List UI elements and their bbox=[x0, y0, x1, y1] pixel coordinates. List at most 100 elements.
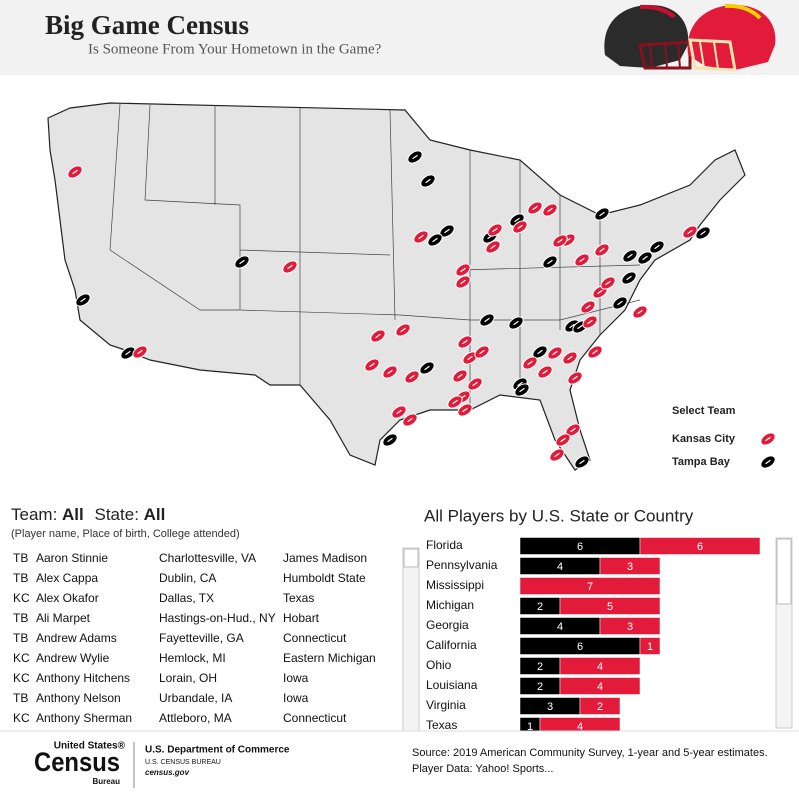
player-marker[interactable] bbox=[456, 401, 475, 418]
player-marker[interactable] bbox=[401, 411, 420, 428]
player-marker[interactable] bbox=[507, 314, 526, 331]
player-marker[interactable] bbox=[363, 356, 382, 373]
player-marker[interactable] bbox=[554, 431, 573, 448]
player-marker[interactable] bbox=[573, 453, 592, 470]
bar-segment[interactable] bbox=[559, 597, 661, 615]
player-marker[interactable] bbox=[593, 205, 612, 222]
player-marker[interactable] bbox=[446, 393, 465, 410]
bar-segment[interactable] bbox=[639, 637, 661, 655]
player-marker[interactable] bbox=[631, 303, 650, 320]
football-lace bbox=[654, 244, 660, 250]
college: Iowa bbox=[283, 671, 309, 685]
player-marker[interactable] bbox=[681, 223, 700, 240]
football-lace bbox=[460, 279, 466, 285]
player-marker[interactable] bbox=[412, 228, 431, 245]
football-lace bbox=[585, 304, 591, 310]
player-marker[interactable] bbox=[454, 261, 473, 278]
player-marker[interactable] bbox=[548, 446, 567, 463]
player-marker[interactable] bbox=[541, 201, 560, 218]
player-marker[interactable] bbox=[119, 344, 138, 361]
football-lace bbox=[577, 324, 583, 330]
team-code: KC bbox=[13, 591, 30, 605]
player-marker[interactable] bbox=[561, 349, 580, 366]
player-marker[interactable] bbox=[281, 258, 300, 275]
legend-marker[interactable] bbox=[759, 453, 778, 470]
player-marker[interactable] bbox=[473, 343, 492, 360]
player-marker[interactable] bbox=[620, 269, 639, 286]
team-value[interactable]: All bbox=[62, 505, 84, 524]
legend-label[interactable]: Tampa Bay bbox=[672, 456, 731, 468]
player-marker[interactable] bbox=[131, 343, 150, 360]
website[interactable]: census.gov bbox=[145, 768, 190, 777]
player-marker[interactable] bbox=[513, 381, 532, 398]
state-value[interactable]: All bbox=[144, 505, 166, 524]
player-marker[interactable] bbox=[484, 238, 503, 255]
table-scrollbar[interactable] bbox=[402, 547, 420, 734]
player-marker[interactable] bbox=[451, 367, 470, 384]
player-marker[interactable] bbox=[390, 403, 409, 420]
player-marker[interactable] bbox=[403, 368, 422, 385]
football-lace bbox=[462, 407, 468, 413]
player-marker[interactable] bbox=[381, 363, 400, 380]
player-marker[interactable] bbox=[521, 354, 540, 371]
player-marker[interactable] bbox=[426, 231, 445, 248]
player-marker[interactable] bbox=[381, 431, 400, 448]
bar-segment[interactable] bbox=[579, 697, 621, 715]
legend-marker[interactable] bbox=[759, 430, 778, 447]
bar-segment[interactable] bbox=[559, 677, 641, 695]
football-lace bbox=[554, 452, 560, 458]
player-marker[interactable] bbox=[406, 148, 425, 165]
table-scroll-thumb[interactable] bbox=[403, 548, 419, 568]
player-marker[interactable] bbox=[536, 363, 555, 380]
player-marker[interactable] bbox=[636, 249, 655, 266]
birthplace: Hastings-on-Hud., NY bbox=[159, 611, 276, 625]
college: Iowa bbox=[283, 691, 309, 705]
legend-label[interactable]: Kansas City bbox=[672, 433, 736, 445]
player-marker[interactable] bbox=[66, 163, 85, 180]
bar-segment[interactable] bbox=[519, 577, 661, 595]
player-marker[interactable] bbox=[418, 359, 437, 376]
player-marker[interactable] bbox=[586, 343, 605, 360]
football-lace bbox=[432, 237, 438, 243]
player-marker[interactable] bbox=[74, 291, 93, 308]
page-subtitle: Is Someone From Your Hometown in the Gam… bbox=[88, 41, 382, 57]
player-marker[interactable] bbox=[454, 273, 473, 290]
value-label: 3 bbox=[547, 701, 553, 713]
bar-segment[interactable] bbox=[559, 657, 641, 675]
chart-scroll-thumb[interactable] bbox=[776, 538, 792, 605]
player-marker[interactable] bbox=[456, 333, 475, 350]
player-marker[interactable] bbox=[551, 232, 570, 249]
player-marker[interactable] bbox=[573, 251, 592, 268]
bar-segment[interactable] bbox=[599, 557, 661, 575]
player-marker[interactable] bbox=[369, 327, 388, 344]
player-marker[interactable] bbox=[478, 311, 497, 328]
value-label: 6 bbox=[577, 541, 583, 553]
player-marker[interactable] bbox=[648, 238, 667, 255]
player-marker[interactable] bbox=[599, 274, 618, 291]
player-marker[interactable] bbox=[694, 224, 713, 241]
player-marker[interactable] bbox=[611, 294, 630, 311]
college: Hobart bbox=[283, 611, 320, 625]
helmet-kansas bbox=[687, 3, 776, 72]
bar-segment[interactable] bbox=[599, 617, 661, 635]
player-marker[interactable] bbox=[394, 321, 413, 338]
player-marker[interactable] bbox=[546, 344, 565, 361]
birthplace: Dublin, CA bbox=[159, 571, 216, 585]
player-marker[interactable] bbox=[566, 369, 585, 386]
football-lace bbox=[387, 369, 393, 375]
player-marker[interactable] bbox=[579, 298, 598, 315]
football-lace bbox=[369, 362, 375, 368]
player-marker[interactable] bbox=[233, 253, 252, 270]
player-marker[interactable] bbox=[541, 253, 560, 270]
bar-segment[interactable] bbox=[639, 537, 761, 555]
player-marker[interactable] bbox=[466, 375, 485, 392]
football-lace bbox=[80, 297, 86, 303]
player-marker[interactable] bbox=[486, 221, 505, 238]
player-marker[interactable] bbox=[621, 247, 640, 264]
player-marker[interactable] bbox=[526, 199, 545, 216]
player-marker[interactable] bbox=[593, 241, 612, 258]
player-marker[interactable] bbox=[581, 313, 600, 330]
player-marker[interactable] bbox=[419, 172, 438, 189]
player-marker[interactable] bbox=[511, 218, 530, 235]
player-name: Alex Okafor bbox=[36, 591, 99, 605]
